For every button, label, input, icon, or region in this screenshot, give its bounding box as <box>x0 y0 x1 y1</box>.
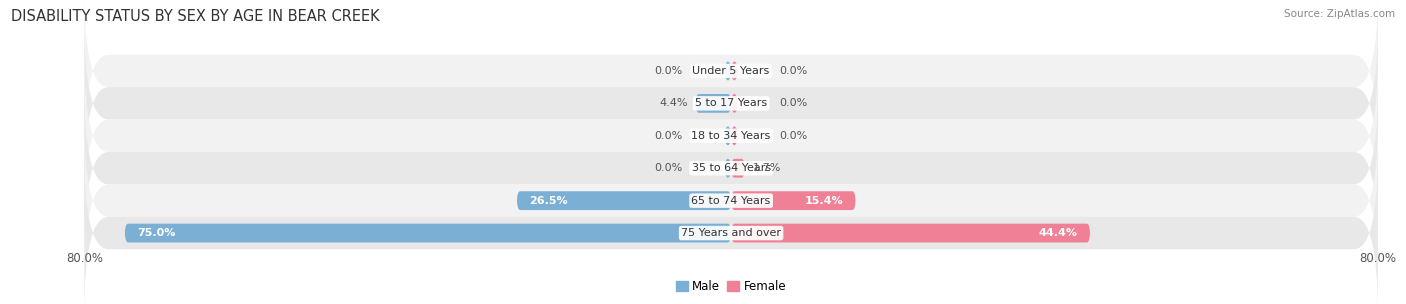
Text: 75.0%: 75.0% <box>136 228 176 238</box>
Text: 15.4%: 15.4% <box>804 196 844 206</box>
FancyBboxPatch shape <box>731 61 738 80</box>
FancyBboxPatch shape <box>517 191 731 210</box>
Text: 65 to 74 Years: 65 to 74 Years <box>692 196 770 206</box>
FancyBboxPatch shape <box>731 126 738 145</box>
Text: DISABILITY STATUS BY SEX BY AGE IN BEAR CREEK: DISABILITY STATUS BY SEX BY AGE IN BEAR … <box>11 9 380 24</box>
Text: 0.0%: 0.0% <box>654 163 683 173</box>
Text: 35 to 64 Years: 35 to 64 Years <box>692 163 770 173</box>
Text: Under 5 Years: Under 5 Years <box>693 66 769 76</box>
Legend: Male, Female: Male, Female <box>671 275 792 298</box>
FancyBboxPatch shape <box>731 191 856 210</box>
Text: 44.4%: 44.4% <box>1039 228 1078 238</box>
Text: 1.7%: 1.7% <box>754 163 782 173</box>
FancyBboxPatch shape <box>84 0 1378 152</box>
Text: 4.4%: 4.4% <box>659 98 688 108</box>
Text: 26.5%: 26.5% <box>529 196 568 206</box>
Text: 0.0%: 0.0% <box>654 66 683 76</box>
FancyBboxPatch shape <box>724 61 731 80</box>
Text: 75 Years and over: 75 Years and over <box>681 228 782 238</box>
FancyBboxPatch shape <box>696 94 731 113</box>
FancyBboxPatch shape <box>84 152 1378 304</box>
Text: 18 to 34 Years: 18 to 34 Years <box>692 131 770 141</box>
Text: 5 to 17 Years: 5 to 17 Years <box>695 98 768 108</box>
FancyBboxPatch shape <box>731 94 738 113</box>
FancyBboxPatch shape <box>724 126 731 145</box>
Text: Source: ZipAtlas.com: Source: ZipAtlas.com <box>1284 9 1395 19</box>
Text: 0.0%: 0.0% <box>654 131 683 141</box>
FancyBboxPatch shape <box>731 224 1090 243</box>
FancyBboxPatch shape <box>731 159 745 178</box>
Text: 0.0%: 0.0% <box>779 66 808 76</box>
FancyBboxPatch shape <box>84 87 1378 249</box>
FancyBboxPatch shape <box>84 55 1378 217</box>
FancyBboxPatch shape <box>84 119 1378 282</box>
Text: 0.0%: 0.0% <box>779 131 808 141</box>
FancyBboxPatch shape <box>84 22 1378 185</box>
FancyBboxPatch shape <box>724 159 731 178</box>
Text: 0.0%: 0.0% <box>779 98 808 108</box>
FancyBboxPatch shape <box>125 224 731 243</box>
